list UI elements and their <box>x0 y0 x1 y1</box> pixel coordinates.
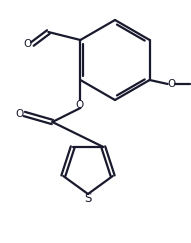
Text: O: O <box>23 39 32 49</box>
Text: O: O <box>75 100 83 110</box>
Text: S: S <box>84 191 92 205</box>
Text: O: O <box>15 109 23 119</box>
Text: O: O <box>168 79 176 89</box>
